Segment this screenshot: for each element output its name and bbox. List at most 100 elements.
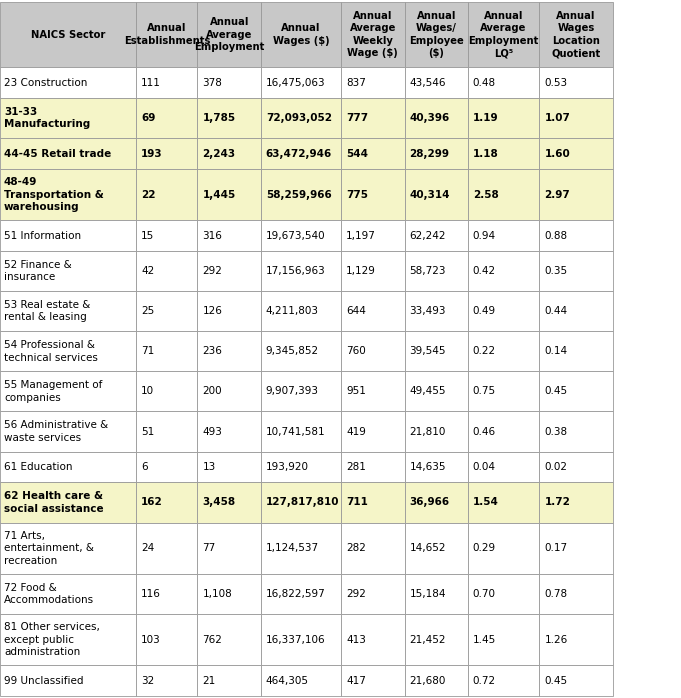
- Text: 40,396: 40,396: [409, 113, 449, 123]
- Text: 378: 378: [202, 77, 223, 88]
- Text: 16,475,063: 16,475,063: [266, 77, 326, 88]
- Bar: [261, 412, 341, 452]
- Text: 0.17: 0.17: [544, 543, 567, 553]
- Bar: [539, 371, 613, 412]
- Bar: [197, 614, 261, 665]
- Bar: [341, 574, 405, 614]
- Text: 9,907,393: 9,907,393: [266, 387, 319, 396]
- Text: 1,108: 1,108: [202, 589, 232, 599]
- Bar: [405, 482, 468, 523]
- Text: 1.26: 1.26: [544, 634, 567, 644]
- Text: 63,472,946: 63,472,946: [266, 149, 332, 158]
- Bar: [136, 251, 197, 291]
- Bar: [0, 371, 136, 412]
- Bar: [136, 2, 197, 67]
- Text: 15: 15: [141, 230, 155, 241]
- Bar: [197, 665, 261, 696]
- Text: 81 Other services,
except public
administration: 81 Other services, except public adminis…: [4, 622, 100, 657]
- Text: 21,680: 21,680: [409, 676, 446, 685]
- Text: 23 Construction: 23 Construction: [4, 77, 87, 88]
- Bar: [539, 332, 613, 371]
- Bar: [197, 574, 261, 614]
- Text: 1,445: 1,445: [202, 190, 236, 200]
- Text: Annual
Average
Employment
LQ⁵: Annual Average Employment LQ⁵: [469, 11, 539, 58]
- Bar: [468, 2, 539, 67]
- Bar: [539, 523, 613, 574]
- Bar: [0, 412, 136, 452]
- Bar: [197, 98, 261, 138]
- Text: 413: 413: [346, 634, 366, 644]
- Text: 42: 42: [141, 266, 155, 276]
- Bar: [261, 291, 341, 332]
- Text: 28,299: 28,299: [409, 149, 449, 158]
- Text: 15,184: 15,184: [409, 589, 446, 599]
- Text: 43,546: 43,546: [409, 77, 446, 88]
- Text: 417: 417: [346, 676, 366, 685]
- Bar: [136, 138, 197, 169]
- Bar: [197, 221, 261, 251]
- Text: 14,652: 14,652: [409, 543, 446, 553]
- Bar: [341, 138, 405, 169]
- Text: 1.72: 1.72: [544, 498, 570, 507]
- Bar: [468, 412, 539, 452]
- Bar: [197, 412, 261, 452]
- Bar: [405, 574, 468, 614]
- Text: 49,455: 49,455: [409, 387, 446, 396]
- Text: 777: 777: [346, 113, 368, 123]
- Text: 1,197: 1,197: [346, 230, 376, 241]
- Bar: [468, 665, 539, 696]
- Bar: [136, 614, 197, 665]
- Bar: [539, 614, 613, 665]
- Text: 0.38: 0.38: [544, 426, 567, 436]
- Text: 51 Information: 51 Information: [4, 230, 81, 241]
- Text: 544: 544: [346, 149, 368, 158]
- Bar: [405, 371, 468, 412]
- Text: 21,810: 21,810: [409, 426, 446, 436]
- Bar: [405, 614, 468, 665]
- Bar: [261, 221, 341, 251]
- Bar: [0, 614, 136, 665]
- Text: 39,545: 39,545: [409, 346, 446, 357]
- Text: NAICS Sector: NAICS Sector: [31, 29, 106, 40]
- Bar: [468, 371, 539, 412]
- Text: 236: 236: [202, 346, 223, 357]
- Text: 16,337,106: 16,337,106: [266, 634, 326, 644]
- Bar: [539, 169, 613, 221]
- Bar: [405, 138, 468, 169]
- Bar: [341, 251, 405, 291]
- Text: 0.70: 0.70: [473, 589, 496, 599]
- Text: 292: 292: [346, 589, 366, 599]
- Text: 1.19: 1.19: [473, 113, 498, 123]
- Bar: [341, 332, 405, 371]
- Text: 493: 493: [202, 426, 223, 436]
- Text: 316: 316: [202, 230, 223, 241]
- Text: 77: 77: [202, 543, 216, 553]
- Bar: [0, 67, 136, 98]
- Bar: [468, 452, 539, 482]
- Bar: [341, 412, 405, 452]
- Text: 111: 111: [141, 77, 161, 88]
- Text: 17,156,963: 17,156,963: [266, 266, 326, 276]
- Text: 0.48: 0.48: [473, 77, 496, 88]
- Bar: [468, 574, 539, 614]
- Bar: [0, 332, 136, 371]
- Text: 1.54: 1.54: [473, 498, 498, 507]
- Text: 1.07: 1.07: [544, 113, 570, 123]
- Text: 0.35: 0.35: [544, 266, 567, 276]
- Bar: [0, 482, 136, 523]
- Text: 1,129: 1,129: [346, 266, 376, 276]
- Bar: [468, 332, 539, 371]
- Bar: [197, 332, 261, 371]
- Text: 1.45: 1.45: [473, 634, 496, 644]
- Bar: [136, 169, 197, 221]
- Bar: [197, 291, 261, 332]
- Bar: [539, 291, 613, 332]
- Text: 126: 126: [202, 306, 223, 316]
- Bar: [136, 523, 197, 574]
- Bar: [261, 665, 341, 696]
- Bar: [0, 221, 136, 251]
- Bar: [405, 523, 468, 574]
- Bar: [261, 138, 341, 169]
- Text: Annual
Wages ($): Annual Wages ($): [272, 24, 330, 46]
- Text: 644: 644: [346, 306, 366, 316]
